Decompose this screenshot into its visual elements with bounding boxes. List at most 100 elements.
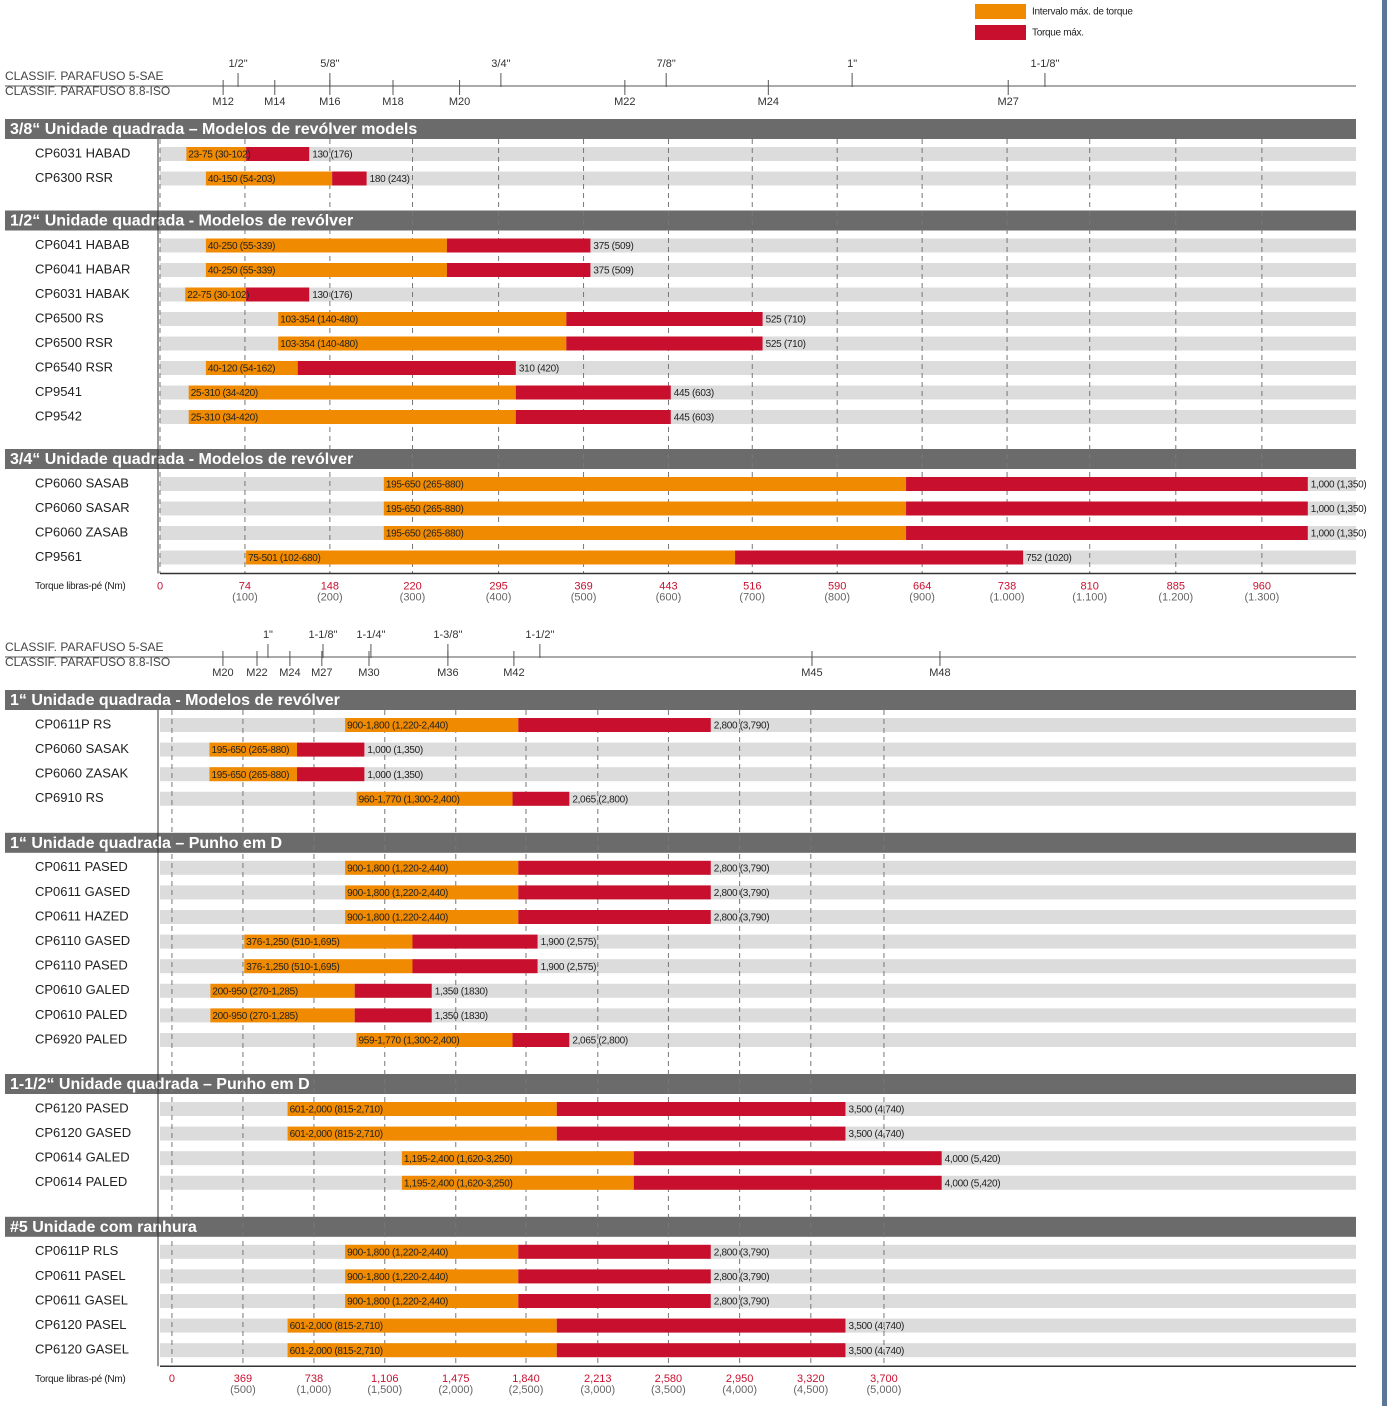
- range-label: 195-650 (265-880): [386, 529, 464, 540]
- max-bar: [518, 860, 711, 875]
- range-label: 25-310 (34-420): [191, 413, 258, 424]
- x-tick-label: 1,475: [442, 1373, 470, 1385]
- range-label: 900-1,800 (1,220-2,440): [347, 1247, 448, 1258]
- bolt-label: M27: [311, 667, 332, 679]
- range-label: 900-1,800 (1,220-2,440): [347, 1272, 448, 1283]
- bolt-label: M22: [614, 96, 635, 108]
- row-name: CP9542: [35, 408, 82, 423]
- max-label: 1,000 (1,350): [367, 770, 423, 781]
- row-name: CP6060 ZASAK: [35, 766, 129, 781]
- max-bar: [246, 147, 310, 161]
- max-bar: [446, 263, 591, 277]
- max-bar: [246, 287, 310, 302]
- range-bar: [287, 1343, 557, 1358]
- x-tick-sublabel: (300): [400, 591, 426, 603]
- max-bar: [412, 959, 538, 974]
- range-label: 103-354 (140-480): [280, 339, 358, 350]
- bolt-label: 1-1/8": [309, 629, 338, 641]
- legend-swatch: [975, 4, 1026, 19]
- row-name: CP0611P RS: [35, 716, 111, 731]
- row-name: CP6120 GASED: [35, 1125, 131, 1140]
- row-name: CP6120 GASEL: [35, 1342, 129, 1357]
- row-background: [160, 171, 1356, 186]
- max-bar: [332, 171, 367, 186]
- range-bar: [345, 885, 519, 900]
- range-bar: [345, 1294, 519, 1308]
- bolt-label: 1-1/4": [356, 629, 385, 641]
- range-bar: [246, 550, 736, 565]
- x-tick-label: 516: [743, 580, 761, 592]
- max-label: 1,000 (1,350): [367, 745, 423, 756]
- max-label: 2,800 (3,790): [714, 1247, 770, 1258]
- row-name: CP6500 RS: [35, 310, 104, 325]
- bolt-label: 1": [263, 629, 273, 641]
- range-bar: [345, 910, 519, 924]
- range-label: 601-2,000 (815-2,710): [290, 1105, 383, 1116]
- row-name: CP0614 GALED: [35, 1150, 130, 1165]
- max-bar: [633, 1175, 942, 1190]
- max-label: 1,000 (1,350): [1311, 504, 1367, 515]
- max-bar: [354, 983, 432, 998]
- row-name: CP6031 HABAD: [35, 145, 130, 160]
- x-tick-sublabel: (4,500): [793, 1384, 828, 1396]
- bolt-label: 1-1/2": [525, 629, 554, 641]
- x-tick-sublabel: (100): [232, 591, 258, 603]
- x-tick-label: 738: [305, 1373, 323, 1385]
- max-bar: [518, 1294, 711, 1308]
- range-bar: [401, 1175, 634, 1190]
- range-label: 75-501 (102-680): [248, 553, 320, 564]
- x-tick-sublabel: (1,000): [297, 1384, 332, 1396]
- range-label: 40-250 (55-339): [208, 266, 275, 277]
- range-label: 1,195-2,400 (1,620-3,250): [404, 1178, 513, 1189]
- max-bar: [518, 1244, 711, 1259]
- bolt-label: M22: [246, 667, 267, 679]
- row-background: [160, 742, 1356, 757]
- row-name: CP0614 PALED: [35, 1174, 127, 1189]
- row-background: [160, 983, 1356, 998]
- bolt-label: M48: [929, 667, 950, 679]
- range-label: 900-1,800 (1,220-2,440): [347, 721, 448, 732]
- section-header: [5, 1216, 1356, 1237]
- x-tick-label: 0: [169, 1373, 175, 1385]
- max-label: 525 (710): [766, 339, 806, 350]
- max-label: 2,800 (3,790): [714, 863, 770, 874]
- range-label: 25-310 (34-420): [191, 388, 258, 399]
- range-label: 900-1,800 (1,220-2,440): [347, 863, 448, 874]
- row-name: CP6041 HABAR: [35, 261, 130, 276]
- row-name: CP6041 HABAB: [35, 237, 130, 252]
- x-tick-sublabel: (3,500): [651, 1384, 686, 1396]
- bolt-label: M18: [382, 96, 403, 108]
- bolt-label: M36: [437, 667, 458, 679]
- range-bar: [205, 361, 298, 375]
- max-bar: [556, 1318, 846, 1333]
- range-label: 200-950 (270-1,285): [212, 1011, 297, 1022]
- row-name: CP6910 RS: [35, 790, 104, 805]
- max-bar: [515, 385, 671, 400]
- range-label: 40-120 (54-162): [208, 364, 275, 375]
- max-bar: [515, 410, 671, 424]
- x-tick-label: 74: [239, 580, 251, 592]
- max-bar: [518, 718, 711, 732]
- max-bar: [556, 1102, 846, 1116]
- bolt-label: M45: [801, 667, 822, 679]
- x-tick-label: 369: [234, 1373, 252, 1385]
- range-label: 376-1,250 (510-1,695): [246, 962, 339, 973]
- bolt-label: 5/8": [320, 58, 339, 70]
- max-label: 2,800 (3,790): [714, 721, 770, 732]
- range-label: 959-1,770 (1,300-2,400): [358, 1036, 459, 1047]
- x-tick-label: 220: [403, 580, 421, 592]
- x-tick-label: 148: [321, 580, 339, 592]
- x-tick-sublabel: (5,000): [867, 1384, 902, 1396]
- x-tick-label: 369: [574, 580, 592, 592]
- max-label: 2,800 (3,790): [714, 913, 770, 924]
- max-bar: [566, 336, 763, 351]
- range-bar: [209, 767, 298, 782]
- row-background: [160, 147, 1356, 161]
- x-tick-sublabel: (1.100): [1072, 591, 1107, 603]
- max-bar: [518, 1269, 711, 1284]
- row-name: CP6110 GASED: [35, 933, 130, 948]
- section-title: 1-1/2“ Unidade quadrada – Punho em D: [10, 1076, 310, 1093]
- page-edge: [1382, 0, 1387, 1406]
- max-label: 375 (509): [593, 241, 633, 252]
